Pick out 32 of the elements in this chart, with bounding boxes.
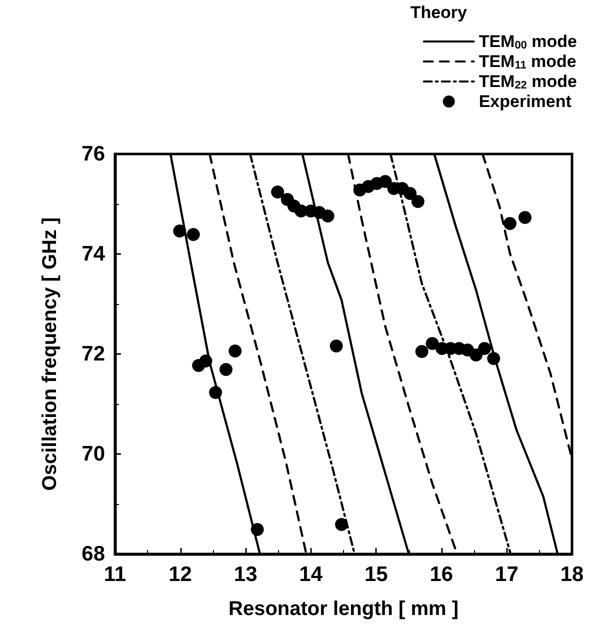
point (228, 344, 242, 358)
point (518, 211, 532, 224)
point (271, 186, 284, 198)
point (378, 175, 392, 188)
point (470, 348, 483, 362)
x-tick-label: 17 (495, 563, 518, 586)
y-axis-title: Oscillation frequency [ GHz ] (39, 217, 61, 491)
y-tick-label: 72 (82, 342, 105, 366)
x-tick-label: 18 (560, 563, 584, 586)
point (321, 210, 334, 222)
point (415, 345, 428, 358)
y-tick-label: 76 (82, 142, 105, 166)
legend-title: Theory (410, 3, 468, 22)
x-tick-label: 13 (234, 563, 258, 586)
x-tick-label: 14 (299, 563, 323, 586)
x-tick-label: 12 (168, 563, 192, 586)
y-tick-label: 74 (82, 242, 106, 266)
x-axis-title: Resonator length [ mm ] (228, 598, 459, 620)
legend-label: Experiment (478, 92, 572, 111)
point (426, 337, 439, 350)
point (220, 363, 232, 376)
point (503, 217, 516, 230)
point (404, 187, 417, 200)
point (411, 195, 424, 208)
y-tick-label: 70 (82, 442, 105, 466)
y-tick-label: 68 (82, 542, 106, 566)
x-tick-label: 11 (104, 563, 126, 586)
x-tick-label: 15 (364, 563, 388, 586)
point (186, 228, 200, 241)
x-tick-label: 16 (430, 563, 454, 586)
point (330, 340, 343, 352)
point (478, 342, 492, 355)
